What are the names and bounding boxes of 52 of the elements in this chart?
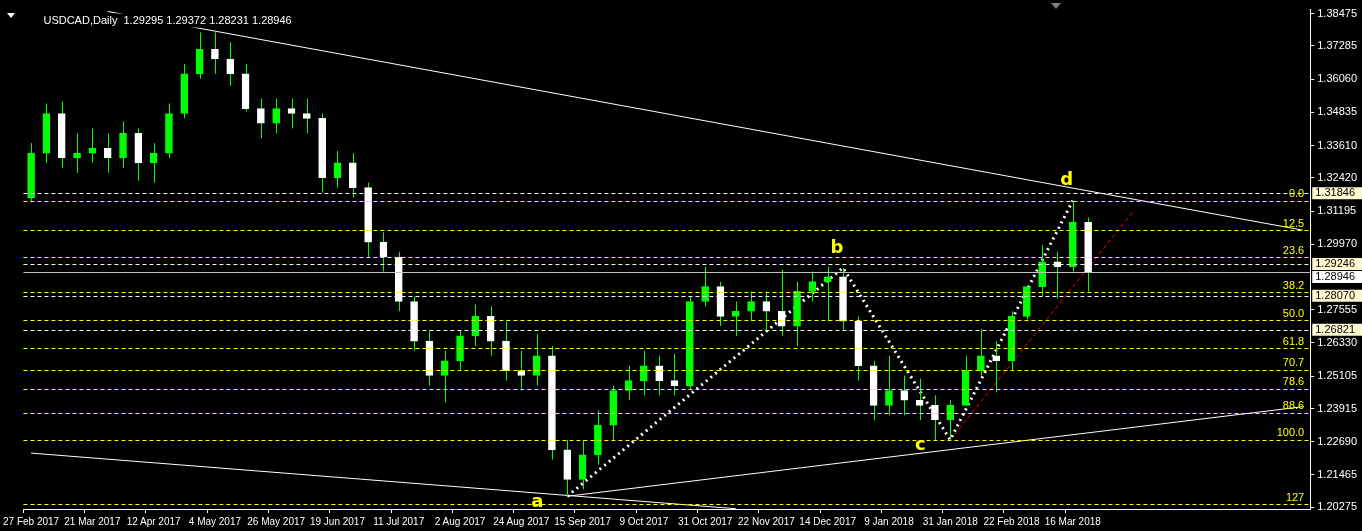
x-tick-label: 31 Oct 2017 [677, 515, 733, 527]
annotation: 38.2 [1282, 278, 1305, 291]
x-tick-label: 11 Jul 2017 [373, 515, 425, 527]
y-tick-label: 1.21465 [1317, 467, 1357, 480]
y-tick-label: 1.20275 [1317, 500, 1357, 513]
x-tick-label: 14 Dec 2017 [799, 515, 857, 527]
x-tick-label: 24 Aug 2017 [493, 515, 550, 527]
annotation: 127 [1285, 490, 1305, 503]
y-tick-label: 1.32420 [1317, 170, 1357, 183]
y-tick-label: 1.37285 [1317, 38, 1357, 51]
annotation: 70.7 [1282, 356, 1305, 369]
x-tick-label: 16 Mar 2018 [1044, 515, 1102, 527]
annotation: 50.0 [1282, 306, 1305, 319]
y-tick-label: 1.29970 [1317, 237, 1357, 250]
y-tick-label: 1.23915 [1317, 401, 1357, 414]
annotation: 100.0 [1276, 426, 1305, 439]
annotation: 23.6 [1282, 243, 1305, 256]
y-tick-label: 1.36060 [1317, 72, 1357, 85]
x-tick-label: 22 Feb 2018 [983, 515, 1041, 527]
ref-line-label: 1.26821 [1315, 322, 1355, 335]
annotation: 61.8 [1282, 334, 1305, 347]
y-tick-label: 1.34835 [1317, 105, 1357, 118]
y-tick-label: 1.27555 [1317, 302, 1357, 315]
data-label: a [531, 489, 544, 511]
ref-line-label: 1.31846 [1315, 186, 1355, 199]
ref-line-label: 1.28070 [1315, 288, 1355, 301]
x-tick-label: 2 Aug 2017 [434, 515, 486, 527]
y-tick-label: 1.33610 [1317, 138, 1357, 151]
y-tick-label: 1.26330 [1317, 336, 1357, 349]
x-tick-label: 19 Jun 2017 [309, 515, 366, 527]
annotation: 78.6 [1282, 375, 1305, 388]
x-tick-label: 15 Sep 2017 [554, 515, 612, 527]
ref-line-label: 1.28946 [1315, 269, 1355, 282]
y-tick-label: 1.31195 [1317, 204, 1357, 217]
x-tick-label: 9 Jan 2018 [864, 515, 915, 527]
data-label: d [1060, 168, 1074, 190]
annotation: 12.5 [1282, 216, 1305, 229]
ref-line-label: 1.29246 [1315, 256, 1355, 269]
x-tick-label: 22 Nov 2017 [738, 515, 796, 527]
x-tick-label: 21 Mar 2017 [64, 515, 121, 527]
x-tick-label: 27 Feb 2017 [3, 515, 60, 527]
y-tick-label: 1.38475 [1317, 6, 1357, 19]
chart-title: USDCAD,Daily 1.29295 1.29372 1.28231 1.28946 [43, 13, 292, 26]
x-tick-label: 9 Oct 2017 [619, 515, 669, 527]
annotation: 0.0 [1288, 187, 1305, 200]
y-tick-label: 1.25105 [1317, 369, 1357, 382]
y-tick-label: 1.22690 [1317, 434, 1357, 447]
x-tick-label: 12 Apr 2017 [126, 515, 182, 527]
x-tick-label: 4 May 2017 [188, 515, 242, 527]
x-tick-label: 26 May 2017 [247, 515, 306, 527]
x-tick-label: 31 Jan 2018 [922, 515, 979, 527]
data-label: b [830, 235, 844, 257]
